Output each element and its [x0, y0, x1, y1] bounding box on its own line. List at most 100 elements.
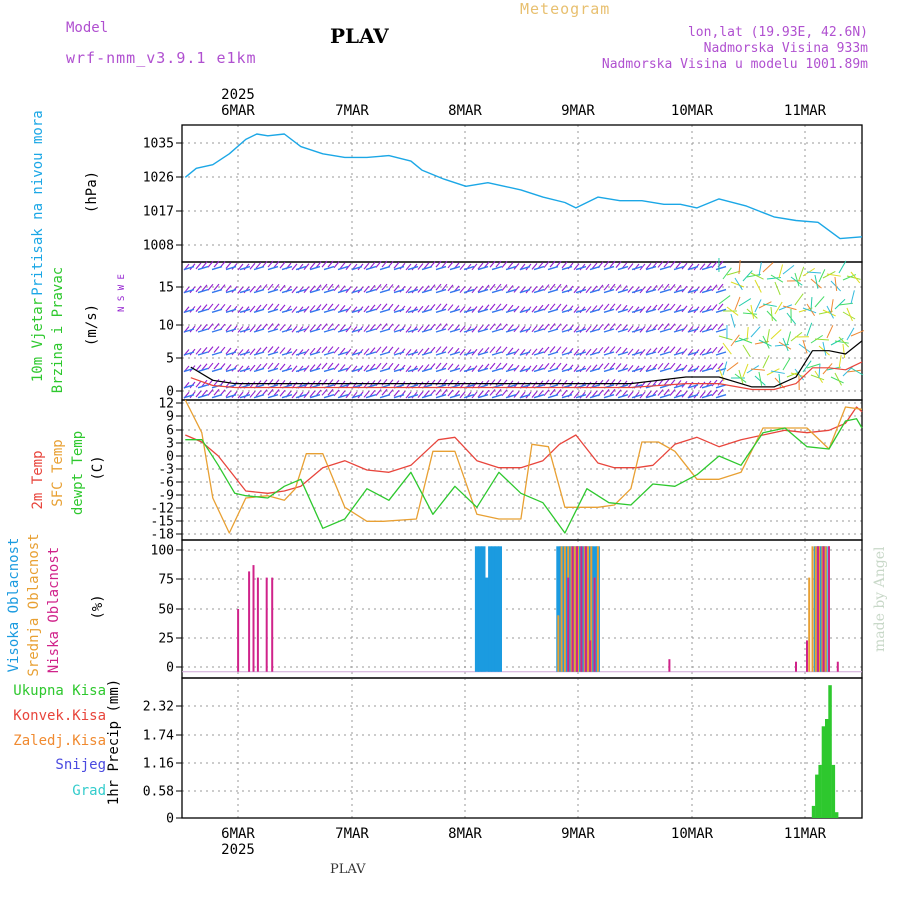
wind-arrow	[183, 328, 195, 333]
pressure-line	[184, 133, 863, 240]
wind-arrow	[253, 328, 265, 333]
wind-arrow	[211, 288, 223, 294]
wind-arrow	[631, 288, 643, 294]
wind-barb	[195, 285, 202, 293]
wind-barb	[435, 379, 442, 386]
y-tick-label: 0	[166, 450, 174, 465]
wind-arrow	[547, 265, 559, 271]
y-tick-label: 1017	[143, 205, 174, 220]
wind-barb	[573, 286, 580, 294]
wind-barb	[639, 349, 646, 356]
wind-arrow	[379, 351, 391, 356]
wind-arrow	[750, 304, 755, 319]
wind-barb	[315, 304, 322, 311]
wind-barb	[393, 324, 400, 332]
wind-arrow	[267, 308, 279, 313]
wind-barb	[657, 284, 664, 291]
wind-arrow	[746, 327, 749, 342]
wind-arrow	[491, 288, 503, 294]
low-cloud-bar	[584, 546, 587, 672]
wind-barb	[405, 391, 412, 399]
wind-arrow	[309, 308, 321, 313]
wind-barb	[375, 346, 382, 354]
wind-barb	[273, 346, 280, 354]
wind-barb	[561, 389, 568, 397]
mid-cloud-bar	[596, 546, 599, 672]
wind-barb	[507, 390, 514, 397]
wind-barb	[441, 379, 448, 386]
wind-barb	[213, 260, 220, 268]
wind-arrow	[762, 355, 770, 369]
wind-arrow	[435, 394, 447, 399]
wind-barb	[501, 303, 508, 311]
wind-barb	[309, 262, 316, 270]
model-label: Model	[66, 20, 109, 36]
wind-arrow	[211, 351, 223, 356]
wind-barb	[309, 324, 316, 332]
precip-bar-group	[811, 685, 839, 818]
wind-arrow	[794, 293, 804, 306]
precip-frame	[181, 677, 863, 819]
wind-arrow	[754, 279, 762, 293]
wind-arrow	[281, 288, 293, 294]
wind-barb	[267, 303, 274, 311]
y-tick-label: -15	[151, 515, 174, 530]
wind-arrow	[435, 328, 447, 333]
wind-arrow	[337, 367, 349, 373]
wind-barb	[279, 304, 286, 312]
wind-arrow	[830, 299, 834, 314]
mid-cloud-bar	[587, 546, 589, 672]
bottom-x-tick-label: 7MAR	[335, 826, 369, 842]
wind-barb	[381, 362, 388, 370]
wind-barb	[321, 283, 328, 291]
wind-barb	[417, 286, 424, 293]
wind-barb	[615, 284, 622, 291]
wind-barb	[669, 303, 676, 311]
wind-barb	[435, 260, 442, 268]
wind-arrow	[435, 367, 447, 373]
wind-barb	[399, 348, 406, 356]
mid-cloud-bar	[818, 546, 821, 672]
wind-arrow	[519, 394, 531, 399]
wind-barb	[573, 306, 580, 313]
wind-arrow	[379, 265, 391, 271]
wind-barb	[699, 286, 706, 293]
wind-arrow	[365, 288, 377, 294]
wind-barb	[405, 326, 412, 333]
wind-arrow	[806, 271, 821, 274]
wind-arrow	[183, 288, 195, 294]
wind-barb	[225, 347, 232, 355]
wind-arrow	[762, 335, 770, 349]
wind-arrow	[267, 328, 279, 333]
wind-arrow	[774, 281, 781, 296]
low-cloud-bar	[576, 546, 578, 672]
wind-barb	[303, 305, 310, 313]
y-tick-label: 15	[158, 281, 174, 296]
wind-arrow	[533, 265, 545, 271]
wind-barb	[561, 284, 568, 292]
wind-arrow	[491, 394, 503, 399]
top-x-tick-label: 7MAR	[335, 103, 369, 119]
wind-arrow	[778, 373, 781, 388]
wind-barb	[321, 323, 328, 330]
wind-arrow	[575, 351, 587, 356]
wind-barb	[717, 388, 724, 396]
wind-barb	[333, 304, 340, 311]
wind-barb	[441, 260, 448, 268]
wind-barb	[477, 390, 484, 398]
wind-barb	[339, 324, 346, 332]
wind-barb	[321, 388, 328, 396]
wind-barb	[249, 325, 256, 333]
wind-barb	[441, 362, 448, 370]
wind-barb	[339, 347, 346, 355]
wind-barb	[273, 379, 280, 386]
wind-barb	[459, 348, 466, 356]
wind-barb	[393, 284, 400, 292]
wind-arrow	[617, 328, 629, 333]
wind-barb	[663, 260, 670, 268]
wind-arrow	[842, 343, 846, 358]
y-tick-label: -9	[158, 489, 174, 504]
wind-arrow	[631, 308, 643, 313]
wind-arrow	[726, 306, 739, 316]
wind-barb	[543, 323, 550, 331]
